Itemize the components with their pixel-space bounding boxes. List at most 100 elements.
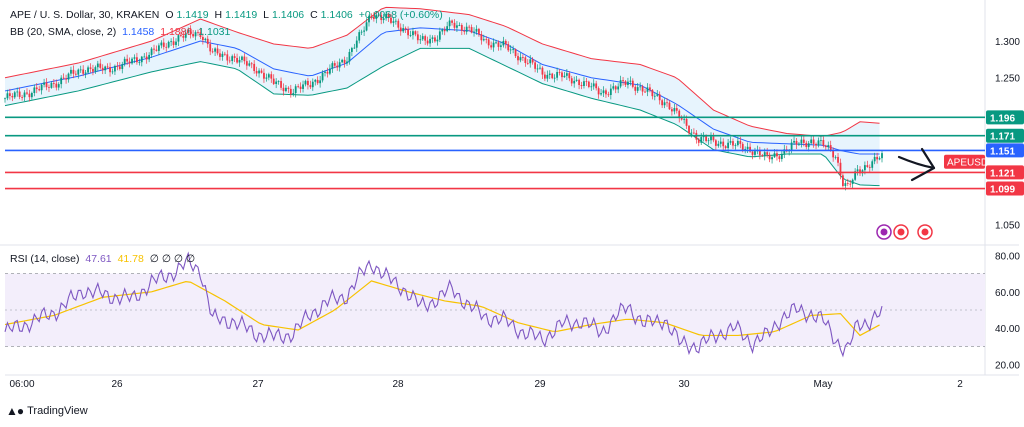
candle-body [128,61,131,64]
candle-body [451,20,453,23]
candle-body [663,102,666,106]
bb-legend[interactable]: BB (20, SMA, close, 2) 1.1458 1.1886 1.1… [10,26,233,38]
candle-body [243,56,246,62]
candle-body [253,63,256,71]
candle-body [802,139,805,143]
candle-body [148,54,151,60]
candle-body [492,42,495,48]
candle-body [216,48,219,54]
candle-body [448,20,451,27]
rsi-legend[interactable]: RSI (14, close) 47.61 41.78 ∅ ∅ ∅ ∅ [10,253,198,265]
candle-body [453,22,456,28]
candle-body [231,56,234,61]
candle-body [863,165,866,171]
candle-body [392,21,395,23]
candle-body [473,31,475,33]
candle-body [74,73,77,75]
candle-body [116,65,119,67]
close-label: C [310,9,318,21]
symbol-price-label-text: APEUSD [947,158,988,169]
candle-body [40,84,43,91]
candle-body [631,80,634,87]
candle-body [717,143,720,146]
candle-body [363,30,366,32]
candle-body [211,51,214,53]
candle-body [653,95,656,97]
candle-body [348,51,351,62]
candle-body [43,82,45,85]
candle-body [233,56,236,58]
candle-body [641,86,644,92]
time-axis-tick: 30 [678,379,690,390]
candle-body [822,139,825,146]
candle-body [92,68,94,72]
candle-body [65,78,67,80]
candle-body [607,94,610,96]
candle-body [260,70,263,73]
symbol-title[interactable]: APE / U. S. Dollar, 30, KRAKEN [10,9,160,21]
rsi-ma-line[interactable] [4,280,880,337]
candle-body [416,34,419,41]
candle-body [805,142,808,148]
candle-body [165,46,168,48]
candle-body [38,89,41,91]
candle-body [778,156,781,160]
candle-body [429,38,431,44]
candle-body [751,151,754,155]
bb-label: BB (20, SMA, close, 2) [10,26,117,38]
candle-body [167,41,170,48]
candle-body [722,141,725,147]
rsi-ma-value: 41.78 [117,253,144,265]
bb-basis-value: 1.1458 [122,26,155,38]
candle-body [33,87,36,94]
candle-body [614,86,617,90]
candle-body [502,40,505,46]
candle-body [30,93,33,98]
event-marker-dot [921,228,929,236]
candle-body [524,57,527,63]
candle-body [795,140,798,145]
candle-body [385,13,387,19]
candle-body [651,89,654,97]
rsi-value: 47.61 [85,253,112,265]
candle-body [402,28,405,32]
candle-body [67,73,70,80]
level-price-tag [986,181,1024,196]
candle-body [182,35,185,38]
bb-upper-line[interactable] [4,6,880,137]
candle-body [820,139,822,141]
level-price-text: 1.121 [990,168,1015,179]
price-axis-tick: 1.050 [995,221,1020,232]
rsi-line[interactable] [4,251,883,358]
level-price-tag [986,143,1024,158]
candle-body [558,72,561,73]
candle-body [773,153,776,158]
candle-body [304,80,307,85]
candle-body [407,29,409,36]
candle-body [245,61,248,66]
candle-body [612,86,615,89]
candle-body [238,59,241,63]
candle-body [800,139,803,144]
candle-body [812,139,815,144]
candle-body [223,53,226,55]
rsi-label: RSI (14, close) [10,253,80,265]
candle-body [13,92,16,98]
open-label: O [165,9,174,21]
candle-body [629,80,632,82]
candle-body [368,16,370,23]
candle-body [827,145,830,148]
candle-body [509,49,512,51]
candle-body [729,141,732,143]
tradingview-logo[interactable]: ▲● TradingView [6,404,88,418]
candle-body [199,32,202,38]
bb-lower-line[interactable] [4,47,880,187]
candle-body [485,39,488,40]
candle-body [815,143,817,146]
candle-body [536,68,539,70]
rsi-axis-tick: 80.00 [995,251,1020,262]
candle-body [219,53,221,57]
candle-body [514,49,517,57]
rsi-axis-tick: 20.00 [995,361,1020,372]
